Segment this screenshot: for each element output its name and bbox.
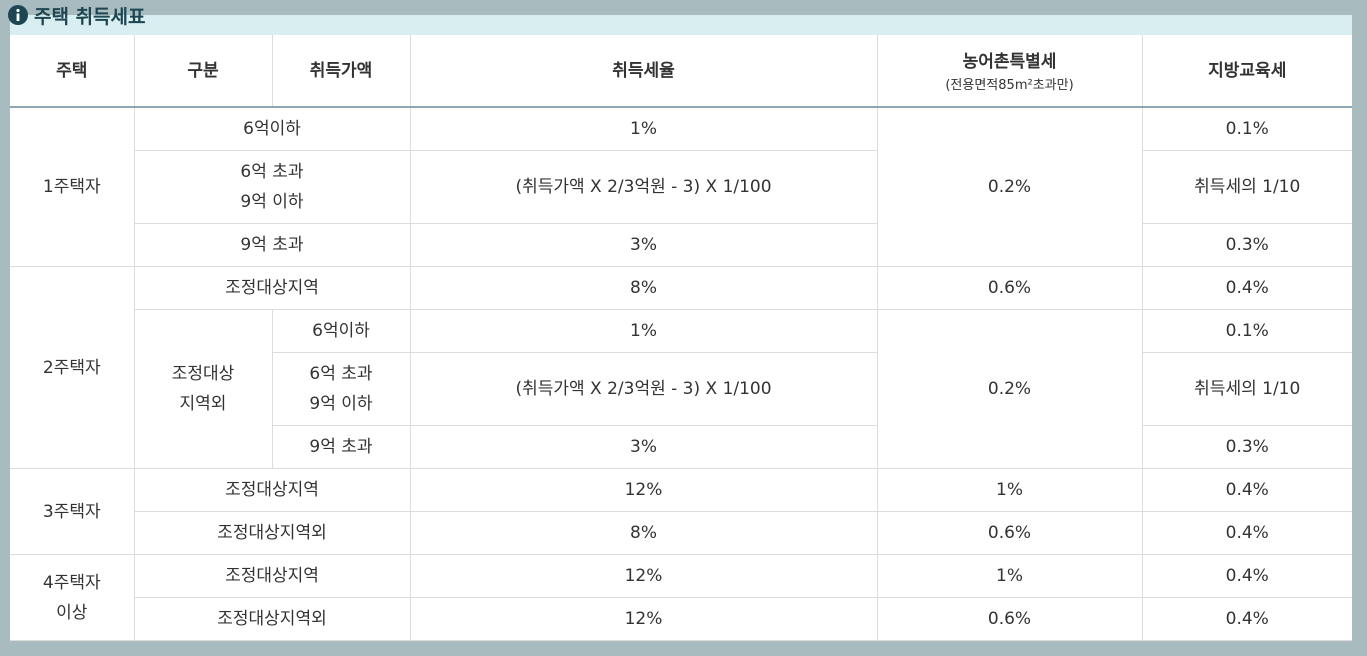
cell: 0.4% <box>1141 266 1352 310</box>
header-name: 농어촌특별세 <box>962 51 1057 72</box>
header-cell: 농어촌특별세 (전용면적85m²초과만) <box>876 35 1143 108</box>
cell: 취득세의 1/10 <box>1141 352 1352 426</box>
header-cell: 취득가액 <box>271 35 411 108</box>
cell: 조정대상지역 <box>133 554 411 598</box>
line: 이상 <box>56 602 88 623</box>
cell: 0.3% <box>1141 425 1352 469</box>
cell: 6억 초과 9억 이하 <box>272 352 411 426</box>
cell: 6억이하 <box>271 309 411 353</box>
cell: 1% <box>876 468 1143 512</box>
tax-table: 주택 구분 취득가액 취득세율 농어촌특별세 (전용면적85m²초과만) 지방교육… <box>10 35 1352 641</box>
row: 6억 초과 9억 이하 (취득가액 X 2/3억원 - 3) X 1/100 취득… <box>10 150 1352 224</box>
line: 9억 이하 <box>309 394 373 414</box>
cell: 조정대상지역 <box>133 266 411 310</box>
cell: 0.3% <box>1141 223 1352 267</box>
cell: 12% <box>409 554 878 598</box>
row: 조정대상지역외 8% 0.6% 0.4% <box>10 511 1352 555</box>
cell: 9억 초과 <box>134 223 411 267</box>
cell: 0.6% <box>876 266 1143 310</box>
cell: 0.6% <box>876 597 1143 641</box>
row: 6억 초과 9억 이하 (취득가액 X 2/3억원 - 3) X 1/100 취득… <box>10 352 1352 426</box>
cell: 6억 초과 9억 이하 <box>134 150 411 224</box>
header-cell: 지방교육세 <box>1141 35 1352 108</box>
cell: 3주택자 <box>10 468 135 555</box>
cell: 1% <box>409 309 878 353</box>
table-container: 주택 구분 취득가액 취득세율 농어촌특별세 (전용면적85m²초과만) 지방교육… <box>10 35 1352 641</box>
cell: 조정대상지역외 <box>134 597 411 641</box>
header: 주택 취득세표 <box>8 2 146 28</box>
title-bar <box>10 15 1352 35</box>
header-note: (전용면적85m²초과만) <box>945 77 1074 93</box>
cell: 0.4% <box>1141 554 1352 598</box>
header-cell: 취득세율 <box>409 35 878 108</box>
cell: 취득세의 1/10 <box>1141 150 1352 224</box>
cell: 0.1% <box>1141 106 1352 151</box>
cell: 3% <box>409 223 878 267</box>
cell: 0.2% <box>876 309 1143 469</box>
cell: 9억 초과 <box>272 425 411 469</box>
header-cell: 주택 <box>10 35 135 108</box>
cell: 1% <box>409 106 878 151</box>
cell: (취득가액 X 2/3억원 - 3) X 1/100 <box>409 352 878 426</box>
cell: 0.4% <box>1141 468 1352 512</box>
row: 9억 초과 3% 0.3% <box>10 425 1352 469</box>
cell: 0.4% <box>1141 511 1352 555</box>
line: 9억 이하 <box>240 192 304 212</box>
cell: 1% <box>876 554 1143 598</box>
cell: 8% <box>409 266 878 310</box>
row: 1주택자 6억이하 1% 0.2% 0.1% <box>10 106 1352 267</box>
cell: 0.2% <box>876 106 1143 267</box>
cell: 0.1% <box>1141 309 1352 353</box>
cell: 조정대상지역외 <box>134 511 411 555</box>
cell: (취득가액 X 2/3억원 - 3) X 1/100 <box>409 150 878 224</box>
cell: 0.6% <box>876 511 1143 555</box>
row: 조정대상지역외 12% 0.6% 0.4% <box>10 597 1352 641</box>
row: 2주택자 조정대상지역 8% 0.6% 0.4% <box>10 266 1352 469</box>
cell: 12% <box>409 468 878 512</box>
cell: 조정대상지역 <box>133 468 411 512</box>
cell: 12% <box>409 597 878 641</box>
line: 조정대상 <box>171 364 235 384</box>
row: 3주택자 조정대상지역 12% 1% 0.4% <box>10 468 1352 555</box>
cell: 8% <box>409 511 878 555</box>
line: 6억 초과 <box>309 364 373 384</box>
title: 주택 취득세표 <box>34 5 146 28</box>
cell: 3% <box>409 425 878 469</box>
row: 9억 초과 3% 0.3% <box>10 223 1352 267</box>
header-cell: 구분 <box>133 35 273 108</box>
cell: 6억이하 <box>133 106 411 151</box>
cell: 1주택자 <box>10 106 135 267</box>
info-icon <box>8 5 28 25</box>
cell: 0.4% <box>1141 597 1352 641</box>
header-row: 주택 구분 취득가액 취득세율 농어촌특별세 (전용면적85m²초과만) 지방교육… <box>10 35 1352 108</box>
line: 지역외 <box>179 394 227 414</box>
line: 4주택자 <box>42 572 101 593</box>
cell: 2주택자 <box>10 266 135 469</box>
line: 6억 초과 <box>240 162 304 182</box>
